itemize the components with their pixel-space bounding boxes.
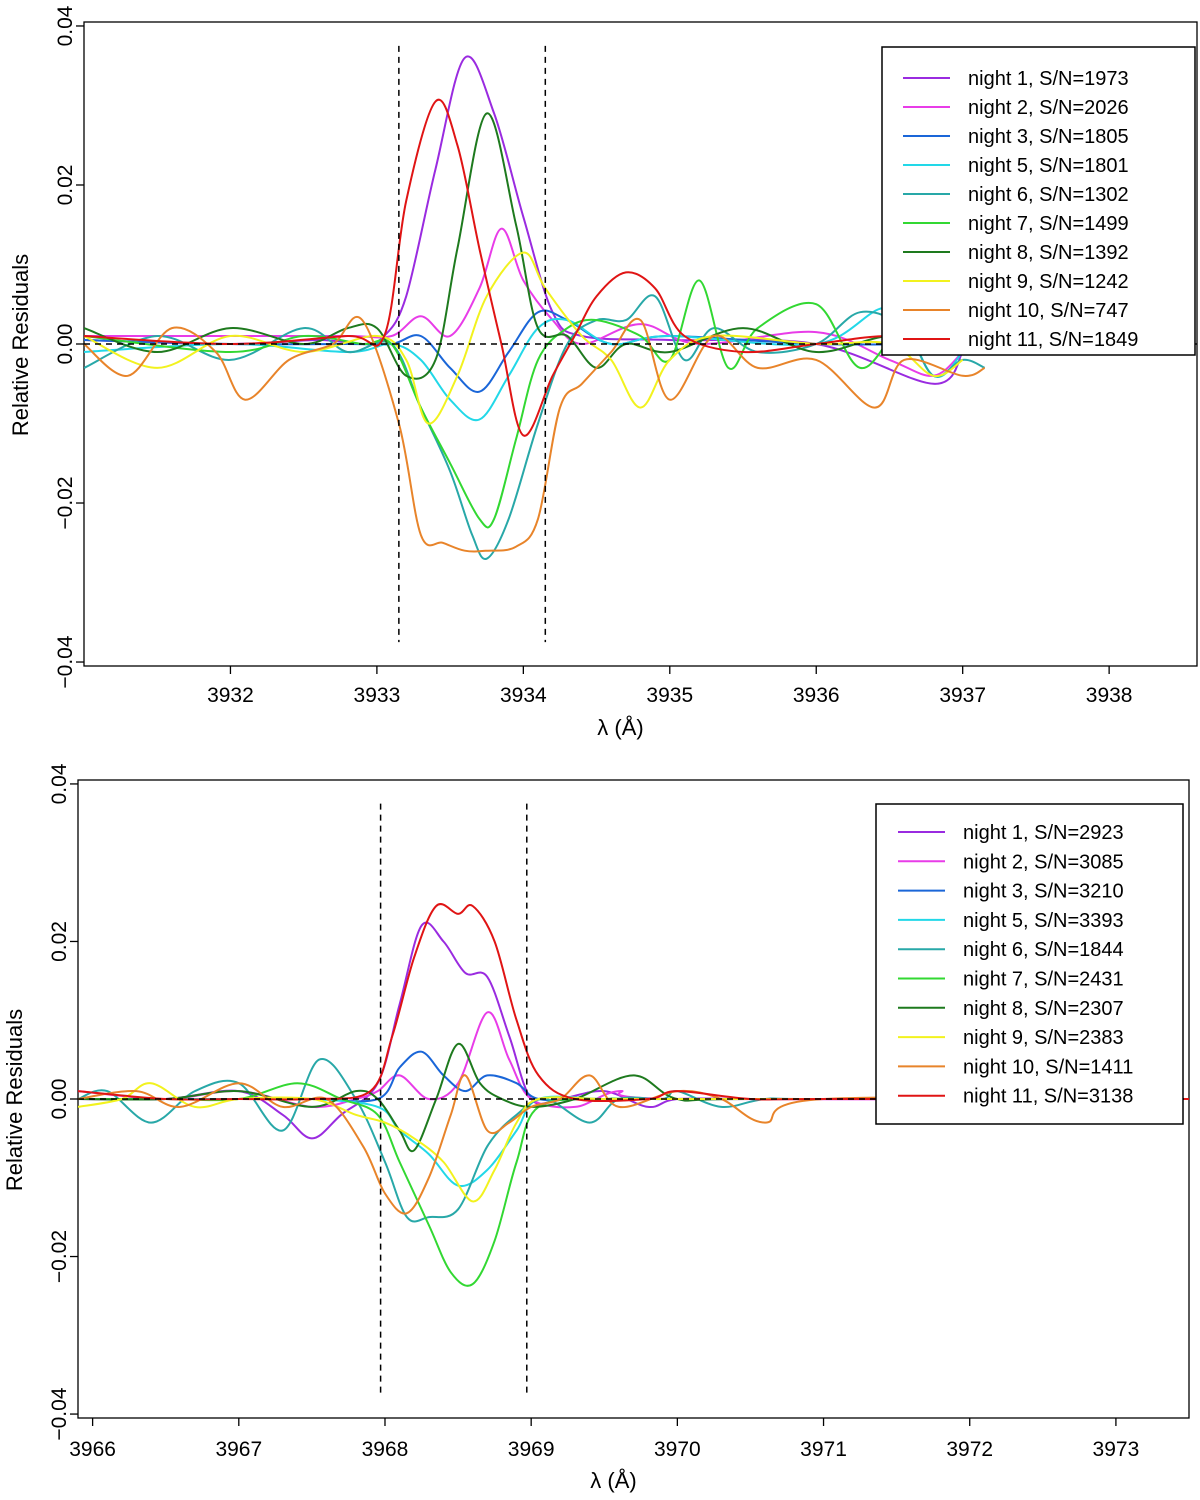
x-tick-label: 3934 [500, 684, 547, 707]
legend-label: night 11, S/N=1849 [968, 329, 1138, 351]
legend-label: night 5, S/N=1801 [968, 155, 1129, 177]
legend-label: night 7, S/N=1499 [968, 213, 1129, 235]
x-tick-label: 3969 [508, 1438, 555, 1461]
data-area [84, 45, 1197, 643]
series-line-night-9 [78, 1074, 1189, 1215]
series-line-night-5 [84, 294, 986, 561]
legend-label: night 7, S/N=2431 [963, 969, 1124, 991]
x-tick-label: 3937 [939, 684, 986, 707]
x-tick-label: 3967 [215, 1438, 262, 1461]
legend-box [881, 46, 1196, 356]
series-line-night-9 [84, 316, 986, 553]
x-tick-label: 3970 [654, 1438, 701, 1461]
legend-label: night 1, S/N=1973 [968, 68, 1129, 90]
x-tick-label: 3966 [69, 1438, 116, 1461]
legend-label: night 10, S/N=747 [968, 300, 1129, 322]
y-tick-label: 0.00 [48, 1079, 71, 1120]
chart-panel-2: −0.04 −0.02 0.00 0.02 0.04 3966 3967 3968 3969 39… [2, 763, 1190, 1493]
legend-label: night 3, S/N=1805 [968, 126, 1129, 148]
legend-label: night 2, S/N=3085 [963, 851, 1124, 873]
legend-label: night 8, S/N=1392 [968, 242, 1129, 264]
x-tick-label: 3936 [793, 684, 840, 707]
x-tick-label: 3933 [354, 684, 401, 707]
series-line-night-7 [84, 112, 963, 380]
series-line-night-10 [84, 98, 963, 437]
x-tick-label: 3972 [946, 1438, 993, 1461]
x-tick-label: 3973 [1093, 1438, 1140, 1461]
legend: night 1, S/N=2923 night 2, S/N=3085 night … [875, 803, 1184, 1125]
legend-label: night 6, S/N=1844 [963, 939, 1124, 961]
x-axis-title: λ (Å) [590, 1468, 636, 1493]
legend-label: night 11, S/N=3138 [963, 1086, 1133, 1108]
y-axis-title: Relative Residuals [2, 1009, 27, 1191]
series-line-night-8 [84, 251, 964, 425]
x-tick-label: 3968 [362, 1438, 409, 1461]
y-tick-label: −0.02 [48, 1230, 71, 1283]
series-line-night-7 [78, 1042, 1189, 1153]
y-tick-label: 0.02 [48, 921, 71, 962]
x-tick-label: 3932 [207, 684, 254, 707]
legend-label: night 10, S/N=1411 [963, 1056, 1133, 1078]
legend-label: night 1, S/N=2923 [963, 822, 1124, 844]
x-tick-label: 3935 [646, 684, 693, 707]
legend-label: night 5, S/N=3393 [963, 910, 1124, 932]
chart-panel-1: −0.04 −0.02 0.00 0.02 0.04 3932 3933 3934 3935 39… [8, 5, 1198, 740]
x-tick-label: 3938 [1086, 684, 1133, 707]
legend-label: night 8, S/N=2307 [963, 998, 1124, 1020]
y-tick-label: 0.04 [48, 763, 71, 804]
x-tick-label: 3971 [800, 1438, 847, 1461]
series-line-night-4 [84, 306, 964, 422]
legend-label: night 3, S/N=3210 [963, 881, 1124, 903]
legend-label: night 6, S/N=1302 [968, 184, 1129, 206]
legend-label: night 9, S/N=2383 [963, 1027, 1124, 1049]
legend: night 1, S/N=1973 night 2, S/N=2026 night … [881, 46, 1196, 356]
y-tick-label: 0.04 [54, 5, 77, 46]
x-axis-title: λ (Å) [597, 715, 643, 740]
y-tick-label: 0.00 [54, 324, 77, 365]
y-tick-label: −0.02 [54, 476, 77, 529]
y-tick-label: −0.04 [48, 1387, 71, 1440]
y-axis-title: Relative Residuals [8, 254, 33, 436]
y-tick-label: 0.02 [54, 165, 77, 206]
legend-box [875, 803, 1184, 1125]
y-tick-label: −0.04 [54, 635, 77, 688]
legend-label: night 2, S/N=2026 [968, 97, 1129, 119]
legend-label: night 9, S/N=1242 [968, 271, 1129, 293]
series-line-night-6 [84, 279, 964, 529]
series-line-night-2 [84, 227, 964, 377]
